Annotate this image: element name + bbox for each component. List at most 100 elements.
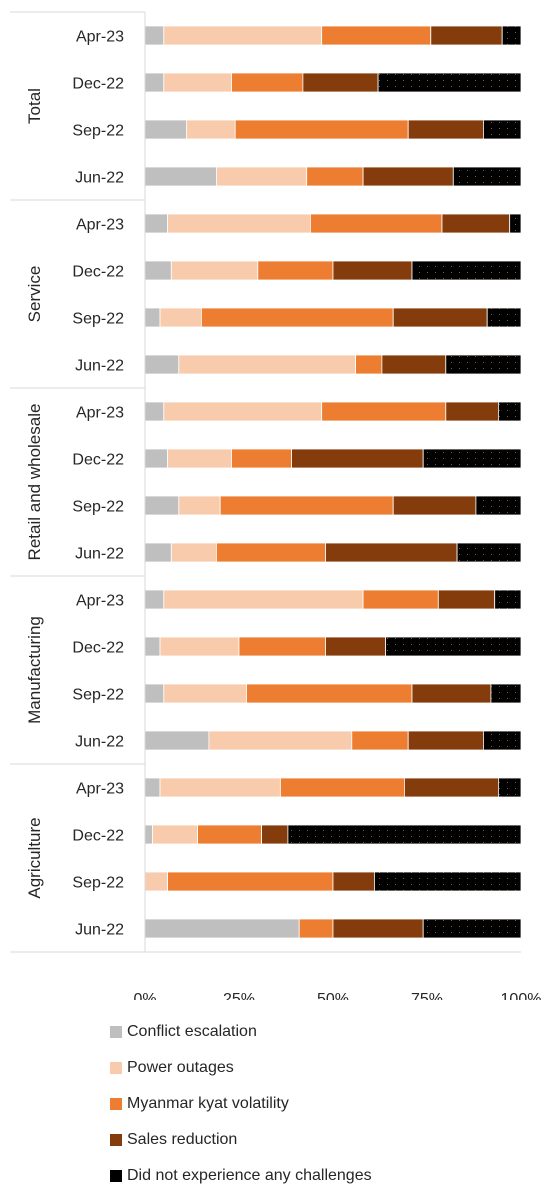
bar-segment xyxy=(486,307,522,328)
category-label: Dec-22 xyxy=(72,828,124,845)
bar-segment xyxy=(144,871,169,892)
bar-segment xyxy=(302,72,379,93)
bar-segment xyxy=(167,213,311,234)
bar-segment xyxy=(163,589,364,610)
bar-segment xyxy=(170,260,259,281)
bar-segment xyxy=(144,307,161,328)
category-label: Dec-22 xyxy=(72,264,124,281)
bar-segment xyxy=(482,730,522,751)
bar-segment xyxy=(144,119,187,140)
bar-segment xyxy=(456,542,522,563)
category-label: Apr-23 xyxy=(76,593,124,610)
bar-segment xyxy=(144,213,169,234)
category-label: Sep-22 xyxy=(72,123,124,140)
bar-segment xyxy=(144,636,161,657)
stacked-bar-chart: Apr-23 Dec-22 Sep-22 Jun-22 Apr-23 Dec-22 Sep-… xyxy=(10,11,541,1000)
category-label: Dec-22 xyxy=(72,452,124,469)
bar-segment xyxy=(392,307,488,328)
legend-swatch xyxy=(110,1170,122,1182)
bar-segment xyxy=(475,495,522,516)
bar-segment xyxy=(159,636,240,657)
legend-item: Sales reduction xyxy=(110,1122,372,1158)
bar-segment xyxy=(287,824,522,845)
bar-segment xyxy=(144,589,165,610)
bar-segment xyxy=(144,730,210,751)
bar-segment xyxy=(163,683,247,704)
x-tick-label: 25% xyxy=(223,991,255,1000)
group-label: Manufacturing xyxy=(25,616,44,724)
bar-segment xyxy=(163,25,323,46)
bar-segment xyxy=(309,213,443,234)
group-label: Agriculture xyxy=(25,817,44,898)
legend: Conflict escalation Power outages Myanmar … xyxy=(110,1014,372,1194)
bar-segment xyxy=(144,683,165,704)
bar-segment xyxy=(509,213,522,234)
bar-segment xyxy=(200,307,394,328)
bar-segment xyxy=(411,683,492,704)
bar-segment xyxy=(144,72,165,93)
bar-segment xyxy=(159,307,202,328)
bar-segment xyxy=(234,119,409,140)
category-label: Jun-22 xyxy=(75,734,124,751)
bar-segment xyxy=(437,589,496,610)
bar-segment xyxy=(452,166,522,187)
bar-segment xyxy=(497,401,522,422)
bar-segment xyxy=(144,166,217,187)
category-label: Dec-22 xyxy=(72,640,124,657)
group-label: Service xyxy=(25,266,44,323)
bar-segment xyxy=(163,72,232,93)
category-label: Sep-22 xyxy=(72,875,124,892)
bar-segment xyxy=(392,495,477,516)
legend-swatch xyxy=(110,1026,122,1038)
legend-swatch xyxy=(110,1134,122,1146)
bars-layer xyxy=(144,25,522,939)
category-label: Jun-22 xyxy=(75,546,124,563)
bar-segment xyxy=(482,119,522,140)
bar-segment xyxy=(490,683,522,704)
x-tick-label: 50% xyxy=(317,991,349,1000)
bar-segment xyxy=(144,542,172,563)
bar-segment xyxy=(422,918,522,939)
bar-segment xyxy=(291,448,424,469)
legend-item: Did not experience any challenges xyxy=(110,1158,372,1194)
bar-segment xyxy=(385,636,522,657)
bar-segment xyxy=(325,542,458,563)
category-label: Sep-22 xyxy=(72,687,124,704)
bar-segment xyxy=(430,25,503,46)
bar-segment xyxy=(231,72,304,93)
legend-item: Conflict escalation xyxy=(110,1014,372,1050)
bar-segment xyxy=(298,918,334,939)
bar-segment xyxy=(167,871,334,892)
bar-segment xyxy=(332,871,375,892)
category-label: Jun-22 xyxy=(75,170,124,187)
bar-segment xyxy=(306,166,364,187)
x-tick-labels: 0% 25% 50% 75% 100% xyxy=(133,991,541,1000)
bar-segment xyxy=(403,777,499,798)
bar-segment xyxy=(144,448,169,469)
legend-swatch xyxy=(110,1062,122,1074)
bar-segment xyxy=(159,777,281,798)
bar-segment xyxy=(497,777,522,798)
bar-segment xyxy=(332,260,413,281)
bar-segment xyxy=(144,260,172,281)
legend-label: Did not experience any challenges xyxy=(127,1167,372,1184)
bar-segment xyxy=(411,260,522,281)
bar-segment xyxy=(279,777,405,798)
legend-item: Power outages xyxy=(110,1050,372,1086)
legend-label: Sales reduction xyxy=(127,1131,238,1148)
bar-segment xyxy=(144,401,165,422)
group-label: Total xyxy=(25,88,44,124)
bar-segment xyxy=(215,542,326,563)
legend-label: Power outages xyxy=(127,1059,234,1076)
bar-segment xyxy=(197,824,262,845)
bar-segment xyxy=(163,401,323,422)
bar-segment xyxy=(246,683,413,704)
bar-segment xyxy=(257,260,334,281)
bar-segment xyxy=(238,636,326,657)
legend-label: Conflict escalation xyxy=(127,1023,257,1040)
bar-segment xyxy=(231,448,293,469)
bar-segment xyxy=(407,119,484,140)
bar-segment xyxy=(185,119,236,140)
x-tick-label: 75% xyxy=(411,991,443,1000)
bar-segment xyxy=(144,824,153,845)
